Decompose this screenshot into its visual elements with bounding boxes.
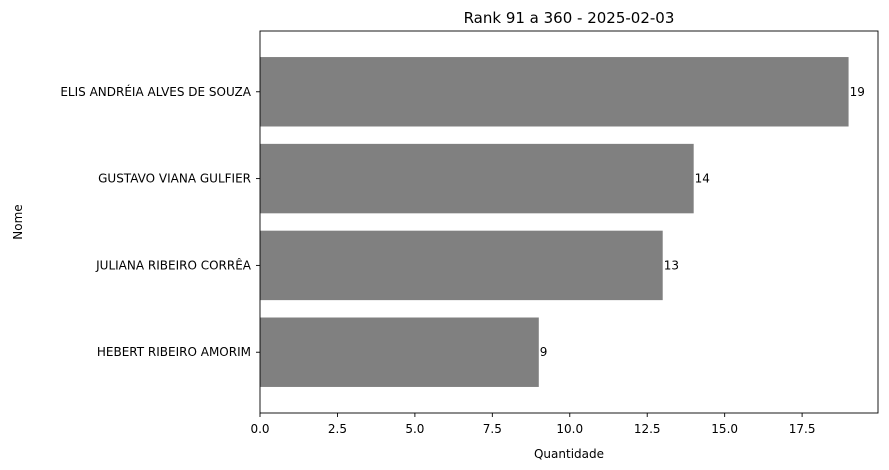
axes-layer — [259, 30, 879, 414]
bar — [260, 143, 694, 214]
y-tick-label: JULIANA RIBEIRO CORRÊA — [95, 257, 252, 272]
y-tick-label: ELIS ANDRÉIA ALVES DE SOUZA — [60, 84, 251, 99]
bar — [260, 230, 663, 301]
bar-value-label: 9 — [540, 345, 548, 359]
x-tick-label: 15.0 — [711, 422, 738, 436]
x-tick-label: 2.5 — [328, 422, 347, 436]
x-axis-label: Quantidade — [534, 447, 604, 461]
bar-value-label: 13 — [664, 258, 679, 272]
x-ticks: 0.0 2.5 5.0 7.5 10.0 12.5 15.0 17.5 — [250, 413, 815, 436]
bars-layer: 19 14 13 9 — [260, 57, 865, 387]
chart-title: Rank 91 a 360 - 2025-02-03 — [464, 9, 675, 27]
x-tick-label: 12.5 — [634, 422, 661, 436]
y-ticks: ELIS ANDRÉIA ALVES DE SOUZA GUSTAVO VIANA… — [60, 84, 260, 359]
y-tick-label: HEBERT RIBEIRO AMORIM — [97, 345, 251, 359]
x-tick-label: 5.0 — [405, 422, 424, 436]
y-axis-label: Nome — [11, 204, 25, 239]
x-tick-label: 17.5 — [789, 422, 816, 436]
bar-value-label: 19 — [850, 85, 865, 99]
y-tick-label: GUSTAVO VIANA GULFIER — [98, 172, 251, 186]
plot-frame — [259, 30, 879, 414]
x-tick-label: 0.0 — [250, 422, 269, 436]
x-tick-label: 10.0 — [556, 422, 583, 436]
bar — [260, 57, 849, 127]
x-tick-label: 7.5 — [483, 422, 502, 436]
bar-value-label: 14 — [695, 172, 710, 186]
bar — [260, 317, 539, 387]
